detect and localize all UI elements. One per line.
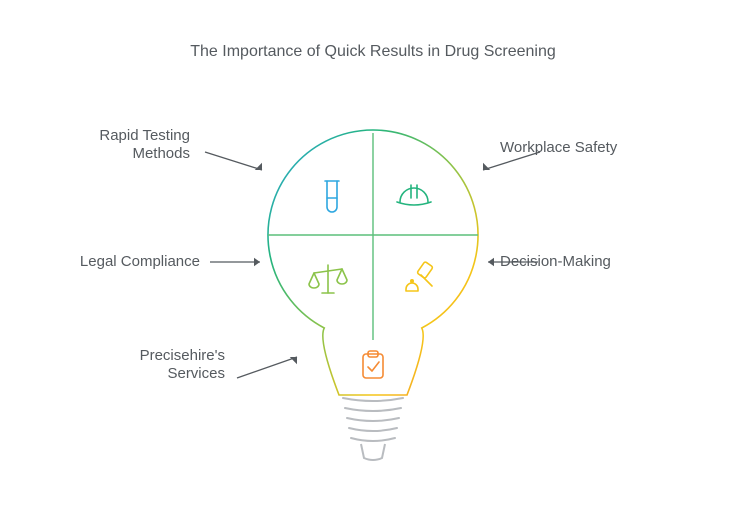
bulb-tip xyxy=(361,444,385,460)
gavel-icon xyxy=(406,261,433,291)
bulb-threads xyxy=(343,398,403,441)
scales-icon xyxy=(309,265,347,293)
section-precisehire: Precisehire'sServices xyxy=(140,347,383,382)
page-title: The Importance of Quick Results in Drug … xyxy=(190,43,556,60)
clipboard-check-icon xyxy=(363,351,383,378)
label-legal_compliance: Legal Compliance xyxy=(80,253,200,270)
label-precisehire-line1: Precisehire's xyxy=(140,347,225,364)
sections: Rapid TestingMethods Workplace Safety Lega… xyxy=(80,127,618,382)
lightbulb-infographic: The Importance of Quick Results in Drug … xyxy=(0,0,746,521)
test-tube-icon xyxy=(325,181,339,212)
section-workplace_safety: Workplace Safety xyxy=(397,139,618,205)
arrow-precisehire xyxy=(237,357,297,378)
section-rapid_testing: Rapid TestingMethods xyxy=(99,127,339,212)
label-rapid_testing-line2: Methods xyxy=(132,145,190,162)
label-rapid_testing-line1: Rapid Testing xyxy=(99,127,190,144)
section-decision_making: Decision-Making xyxy=(406,253,611,291)
section-legal_compliance: Legal Compliance xyxy=(80,253,347,293)
label-precisehire-line2: Services xyxy=(167,365,225,382)
hard-hat-icon xyxy=(397,185,431,205)
label-workplace_safety: Workplace Safety xyxy=(500,139,618,156)
arrow-rapid_testing xyxy=(205,152,262,170)
